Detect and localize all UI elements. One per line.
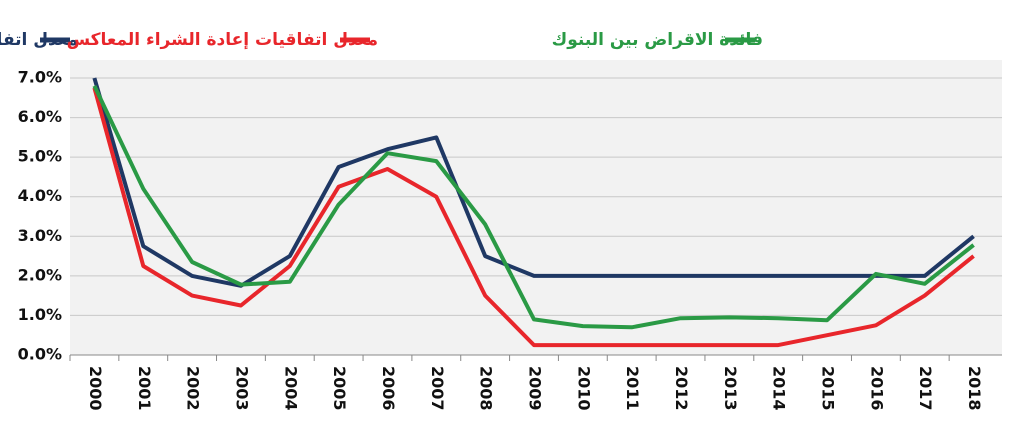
x-tick-label: 2015 xyxy=(819,366,838,411)
x-tick-label: 2008 xyxy=(477,366,496,411)
x-tick-label: 2001 xyxy=(135,366,154,411)
x-tick-label: 2004 xyxy=(281,366,300,411)
x-tick-label: 2007 xyxy=(428,366,447,411)
x-tick-label: 2003 xyxy=(232,366,251,411)
x-tick-label: 2012 xyxy=(672,366,691,411)
x-tick-label: 2009 xyxy=(526,366,545,411)
x-tick-label: 2014 xyxy=(770,366,789,411)
x-tick-label: 2002 xyxy=(184,366,203,411)
plot-area xyxy=(70,60,1002,355)
y-tick-label: 3.0% xyxy=(18,226,62,245)
x-tick-label: 2005 xyxy=(330,366,349,411)
x-tick-label: 2010 xyxy=(574,366,593,411)
y-tick-label: 0.0% xyxy=(18,345,62,364)
x-tick-label: 2016 xyxy=(867,366,886,411)
legend-label: معدل اتفاقيات إعادة الشراء المعاكس xyxy=(67,30,378,50)
line-series xyxy=(92,85,975,330)
y-tick-label: 4.0% xyxy=(18,186,62,205)
x-tick-label: 2011 xyxy=(623,366,642,411)
x-tick-label: 2000 xyxy=(86,366,105,411)
x-tick-label: 2013 xyxy=(721,366,740,411)
x-tick-label: 2018 xyxy=(965,366,984,411)
legend-label: معدل اتفاقيات إعادة الشراء xyxy=(0,30,78,50)
x-tick-label: 2017 xyxy=(916,366,935,411)
y-tick-label: 1.0% xyxy=(18,305,62,324)
y-tick-label: 7.0% xyxy=(18,68,62,87)
y-tick-label: 6.0% xyxy=(18,107,62,126)
line-series xyxy=(92,87,975,348)
legend-label: فائدة الاقراض بين البنوك xyxy=(552,30,763,50)
y-tick-label: 5.0% xyxy=(18,147,62,166)
x-tick-label: 2006 xyxy=(379,366,398,411)
y-tick-label: 2.0% xyxy=(18,265,62,284)
